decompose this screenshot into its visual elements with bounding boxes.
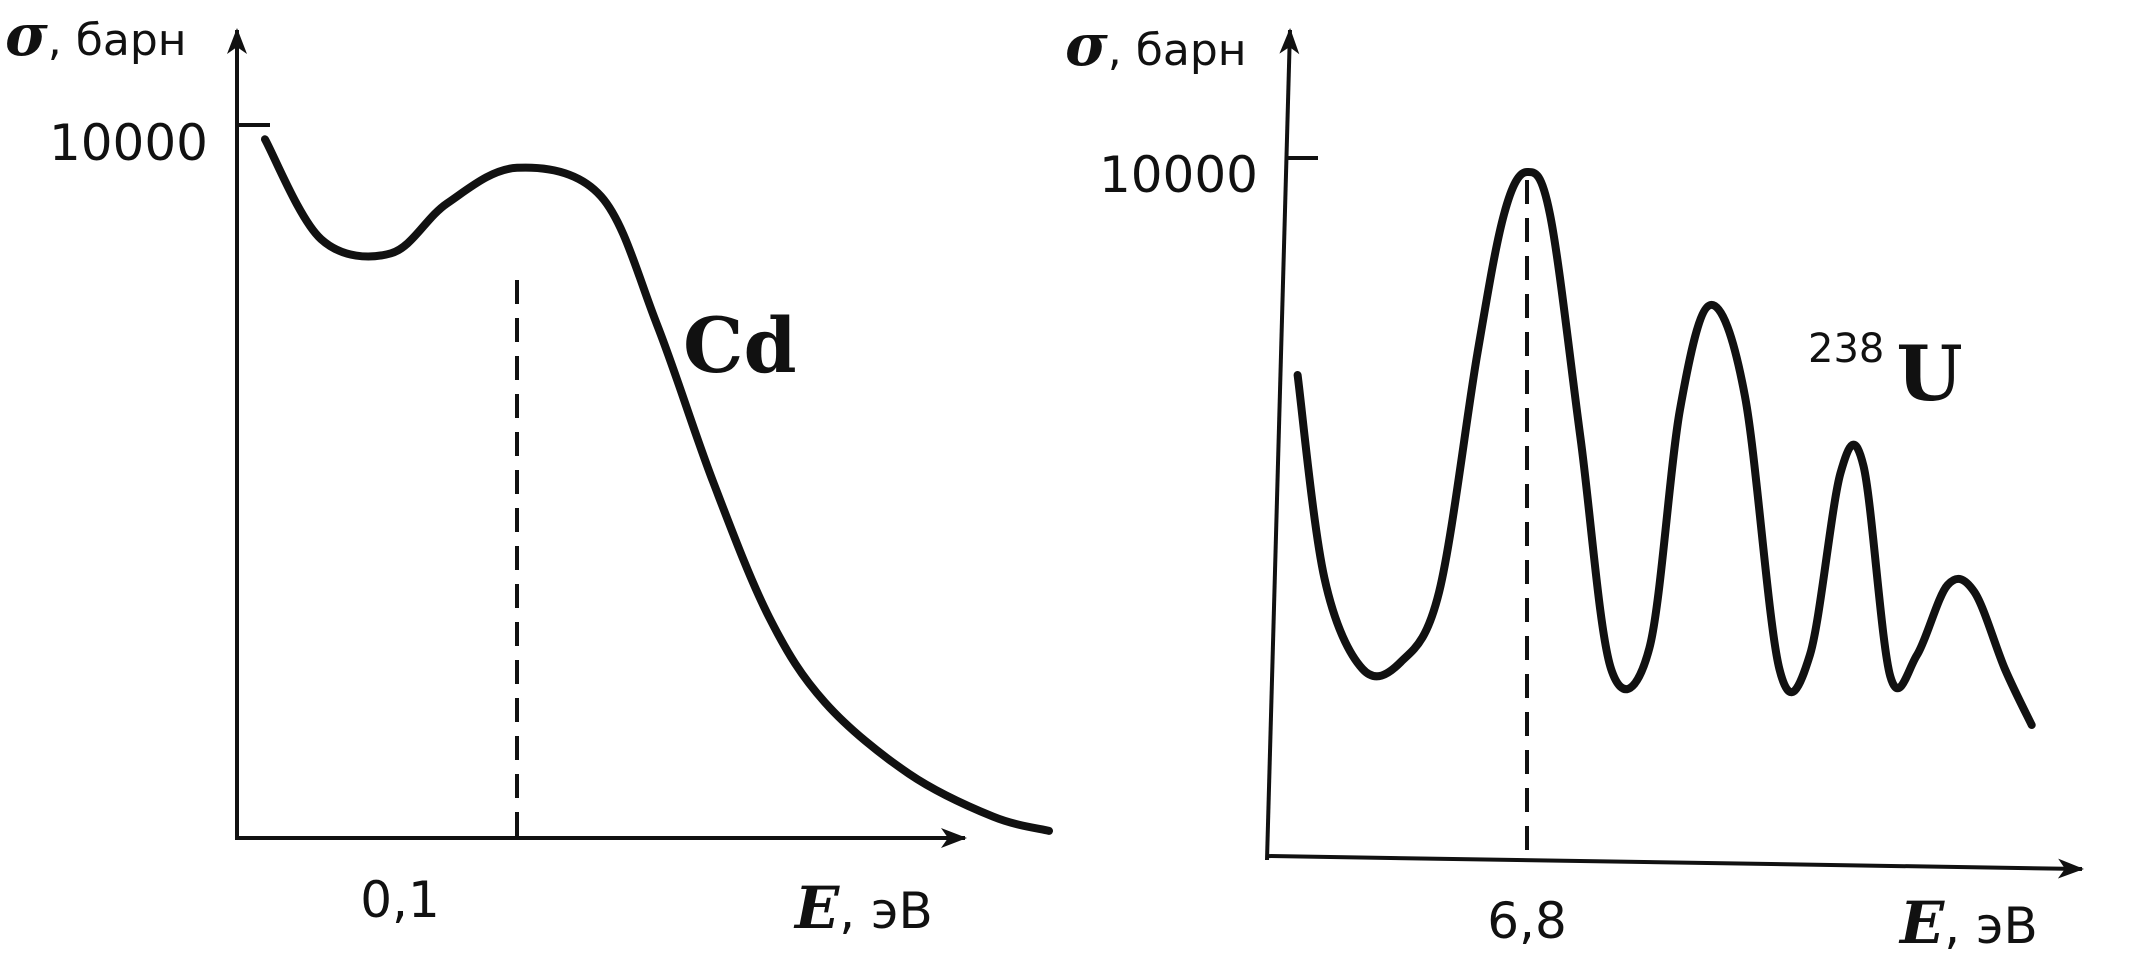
u-element-label: 238 U <box>1808 326 1963 418</box>
u-y-axis <box>1265 28 1300 861</box>
u-y-symbol: σ <box>1065 11 1108 79</box>
cd-x-symbol: E <box>793 874 840 942</box>
u-cross-section-curve <box>1293 167 2036 729</box>
cd-y-axis-title: σ, барн <box>5 1 187 69</box>
u-x-axis <box>1266 854 2084 879</box>
cd-y-symbol: σ <box>5 1 48 69</box>
cd-y-unit: , барн <box>48 15 187 66</box>
cd-y-tick-label: 10000 <box>49 114 208 172</box>
u-x-axis-title: E, эВ <box>1898 889 2038 957</box>
chart-cd: 10000 0,1 σ, барн E, эВ Cd <box>5 1 1053 942</box>
u-y-tick-label: 10000 <box>1099 146 1258 204</box>
cd-x-axis-title: E, эВ <box>793 874 933 942</box>
u-x-unit: , эВ <box>1944 897 2038 955</box>
cd-element-label: Cd <box>683 301 797 390</box>
cd-x-tick-label: 0,1 <box>360 871 440 929</box>
u-element-symbol: U <box>1896 329 1962 418</box>
u-x-symbol: E <box>1898 889 1945 957</box>
cd-cross-section-curve <box>261 135 1053 835</box>
cd-x-unit: , эВ <box>839 882 933 940</box>
u-y-axis-title: σ, барн <box>1065 11 1247 79</box>
u-y-unit: , барн <box>1108 25 1247 76</box>
u-x-tick-label: 6,8 <box>1487 892 1567 950</box>
u-isotope-mass: 238 <box>1808 326 1884 372</box>
chart-u238: 10000 6,8 σ, барн E, эВ 238 U <box>1065 11 2084 957</box>
